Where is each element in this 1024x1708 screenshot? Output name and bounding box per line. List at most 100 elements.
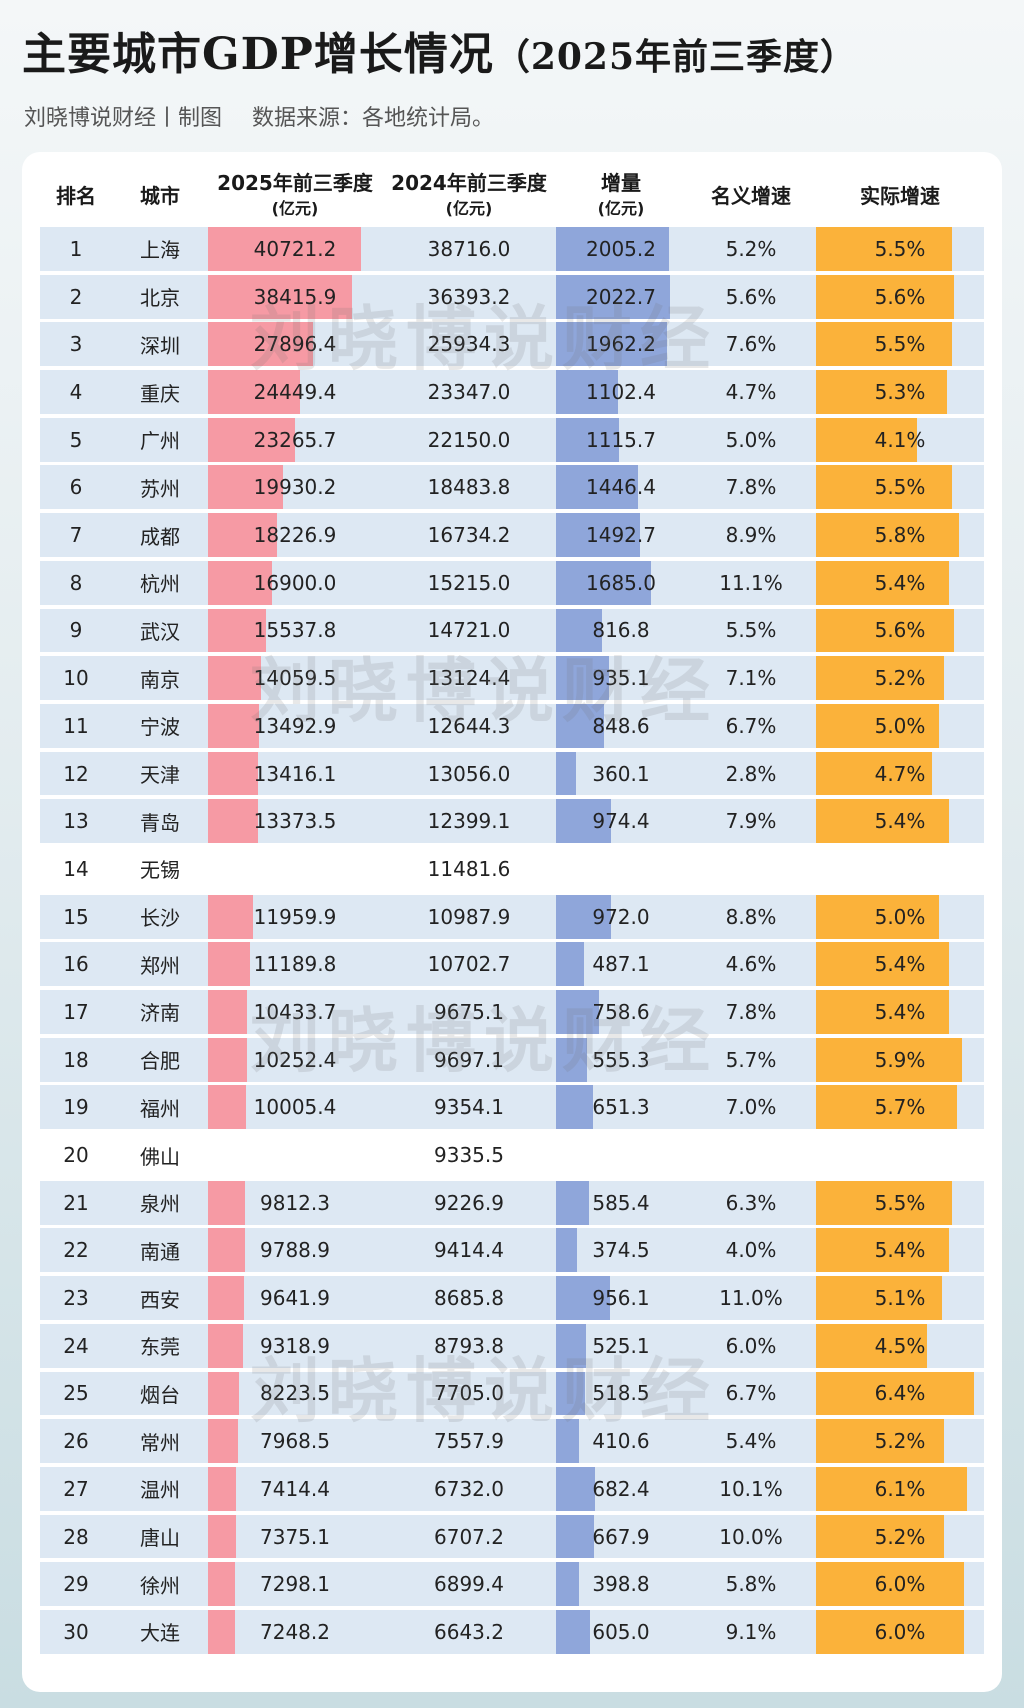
nominal-cell: 7.1% (686, 656, 816, 700)
rank-value: 14 (63, 856, 89, 881)
gdp2025-cell: 7298.1 (208, 1562, 382, 1607)
table-row: 14 无锡 11481.6 (40, 847, 984, 891)
gdp2025-value: 7298.1 (260, 1572, 330, 1597)
table-row: 20 佛山 9335.5 (40, 1133, 984, 1177)
rank-value: 2 (69, 284, 83, 309)
rank-value: 17 (63, 999, 89, 1024)
gdp2024-value: 25934.3 (427, 332, 511, 357)
gdp2025-cell: 7968.5 (208, 1419, 382, 1464)
nominal-cell: 5.2% (686, 227, 816, 271)
rank-value: 21 (63, 1190, 89, 1215)
real-cell: 6.1% (816, 1466, 984, 1511)
increase-bar (556, 990, 599, 1034)
city-name: 温州 (140, 1478, 180, 1503)
city-cell: 杭州 (112, 561, 208, 605)
nominal-cell: 4.0% (686, 1228, 816, 1272)
real-growth-value: 4.5% (874, 1333, 926, 1358)
nominal-cell: 6.7% (686, 704, 816, 748)
city-cell: 济南 (112, 990, 208, 1034)
gdp2024-value: 11481.6 (427, 856, 511, 881)
increase-bar (556, 1180, 590, 1225)
real-growth-value: 5.5% (874, 236, 926, 261)
gdp2025-bar (208, 417, 296, 462)
city-name: 徐州 (140, 1573, 180, 1598)
gdp2024-value: 15215.0 (427, 570, 511, 595)
real-cell: 6.0% (816, 1562, 984, 1607)
nominal-cell: 10.0% (686, 1515, 816, 1559)
increase-cell: 374.5 (556, 1228, 686, 1273)
nominal-growth-value: 7.1% (725, 666, 777, 691)
nominal-growth-value: 5.8% (725, 1572, 777, 1597)
gdp2025-value: 11189.8 (253, 952, 337, 977)
increase-value: 525.1 (592, 1333, 650, 1358)
increase-bar (556, 656, 609, 701)
gdp2024-value: 6707.2 (434, 1524, 504, 1549)
real-cell: 5.2% (816, 656, 984, 701)
gdp2025-bar (208, 1228, 245, 1273)
city-name: 北京 (140, 286, 180, 311)
increase-bar (556, 1323, 586, 1368)
increase-bar (556, 942, 584, 987)
table-row: 7 成都 18226.9 16734.2 1492.7 8.9% 5.8% (40, 513, 984, 558)
city-name: 无锡 (140, 858, 180, 883)
real-cell: 5.4% (816, 799, 984, 844)
rank-value: 16 (63, 952, 89, 977)
header-rank: 排名 (40, 165, 112, 227)
real-growth-bar (816, 560, 950, 605)
increase-cell: 935.1 (556, 656, 686, 701)
gdp2024-value: 36393.2 (427, 284, 511, 309)
real-growth-value: 6.0% (874, 1619, 926, 1644)
rank-cell: 18 (40, 1038, 112, 1082)
gdp2025-bar (208, 227, 362, 271)
city-cell: 长沙 (112, 895, 208, 939)
header-increase-label: 增量 (601, 171, 641, 195)
gdp2024-value: 6643.2 (434, 1619, 504, 1644)
increase-cell: 1115.7 (556, 417, 686, 462)
city-name: 深圳 (140, 333, 180, 358)
nominal-cell: 7.0% (686, 1085, 816, 1129)
nominal-cell: 7.8% (686, 990, 816, 1034)
city-cell: 深圳 (112, 322, 208, 366)
real-cell: 5.5% (816, 465, 984, 510)
increase-bar (556, 274, 671, 319)
header-increase-unit: (亿元) (597, 199, 645, 218)
gdp2025-bar (208, 560, 272, 605)
real-cell: 5.6% (816, 608, 984, 653)
city-name: 长沙 (140, 906, 180, 931)
rank-value: 12 (63, 761, 89, 786)
increase-bar (556, 1466, 595, 1511)
rank-value: 22 (63, 1238, 89, 1263)
rank-cell: 15 (40, 895, 112, 939)
city-cell: 常州 (112, 1419, 208, 1463)
increase-bar (556, 370, 619, 414)
increase-cell: 758.6 (556, 990, 686, 1034)
gdp2024-value: 18483.8 (427, 475, 511, 500)
gdp2025-value: 15537.8 (253, 618, 337, 643)
rank-cell: 29 (40, 1562, 112, 1606)
increase-cell: 605.0 (556, 1609, 686, 1654)
rank-value: 26 (63, 1429, 89, 1454)
nominal-cell: 5.6% (686, 275, 816, 319)
nominal-growth-value: 4.0% (725, 1238, 777, 1263)
table-row: 17 济南 10433.7 9675.1 758.6 7.8% 5.4% (40, 990, 984, 1034)
real-cell: 5.5% (816, 227, 984, 271)
rank-value: 20 (63, 1143, 89, 1167)
city-cell: 郑州 (112, 942, 208, 986)
city-name: 郑州 (140, 953, 180, 978)
real-growth-bar (816, 1323, 928, 1368)
gdp2024-cell: 11481.6 (382, 847, 556, 891)
real-cell: 6.4% (816, 1371, 984, 1416)
city-cell: 唐山 (112, 1515, 208, 1559)
gdp2025-cell: 27896.4 (208, 322, 382, 367)
increase-value: 1102.4 (586, 380, 656, 404)
gdp2024-cell: 6732.0 (382, 1467, 556, 1511)
nominal-growth-value: 8.9% (725, 523, 777, 548)
increase-cell: 956.1 (556, 1276, 686, 1321)
increase-cell: 555.3 (556, 1037, 686, 1082)
real-growth-value: 5.4% (874, 570, 926, 595)
real-growth-bar (816, 656, 945, 701)
real-growth-bar (816, 1276, 942, 1321)
real-cell: 5.4% (816, 560, 984, 605)
gdp2025-bar (208, 799, 259, 844)
rank-value: 8 (69, 570, 83, 595)
